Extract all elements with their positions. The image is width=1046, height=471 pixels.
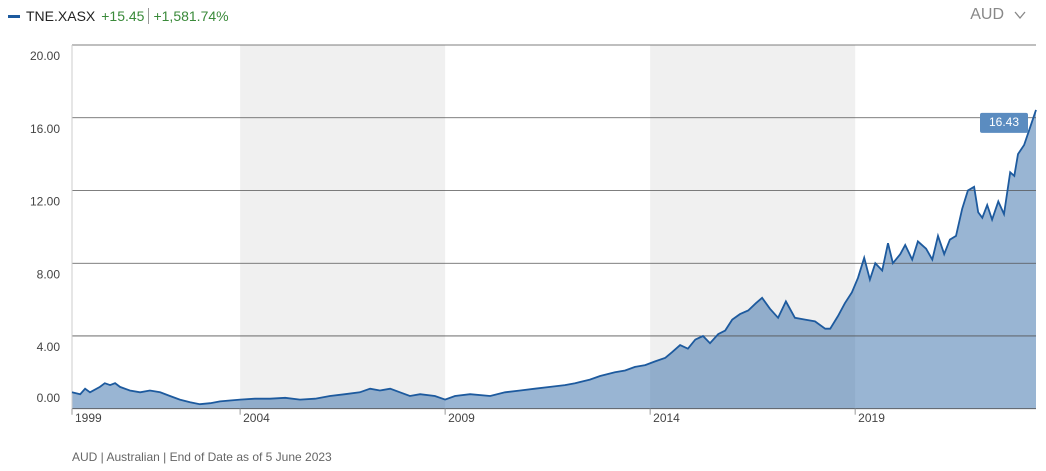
last-value-label: 16.43 — [989, 115, 1019, 129]
currency-selector[interactable]: AUD — [970, 6, 1026, 24]
x-tick-label: 2004 — [243, 411, 270, 425]
chevron — [1014, 11, 1026, 20]
period-band — [650, 45, 856, 409]
period-band — [240, 45, 446, 409]
x-tick-label: 1999 — [75, 411, 102, 425]
y-tick-label: 20.00 — [30, 49, 60, 63]
x-tick-label: 2019 — [858, 411, 885, 425]
legend-swatch — [8, 14, 20, 18]
y-tick-label: 16.00 — [30, 122, 60, 136]
y-tick-label: 8.00 — [37, 267, 61, 281]
legend-label: TNE.XASX — [26, 8, 96, 24]
y-tick-label: 0.00 — [37, 391, 61, 405]
x-tick-label: 2014 — [653, 411, 680, 425]
change-percent: +1,581.74% — [148, 8, 229, 24]
last-value-tag: 16.43 — [980, 112, 1028, 133]
footnote: AUD | Australian | End of Date as of 5 J… — [72, 450, 332, 464]
line — [71, 109, 1037, 406]
area — [72, 109, 1036, 409]
legend: TNE.XASX +15.45 +1,581.74% — [8, 8, 229, 24]
last-value-box — [980, 112, 1028, 133]
y-tick-label: 4.00 — [37, 340, 61, 354]
currency: AUD — [970, 6, 1004, 23]
change: +15.45 — [101, 8, 145, 24]
y-tick-label: 12.00 — [30, 195, 60, 209]
x-tick-label: 2009 — [448, 411, 475, 425]
